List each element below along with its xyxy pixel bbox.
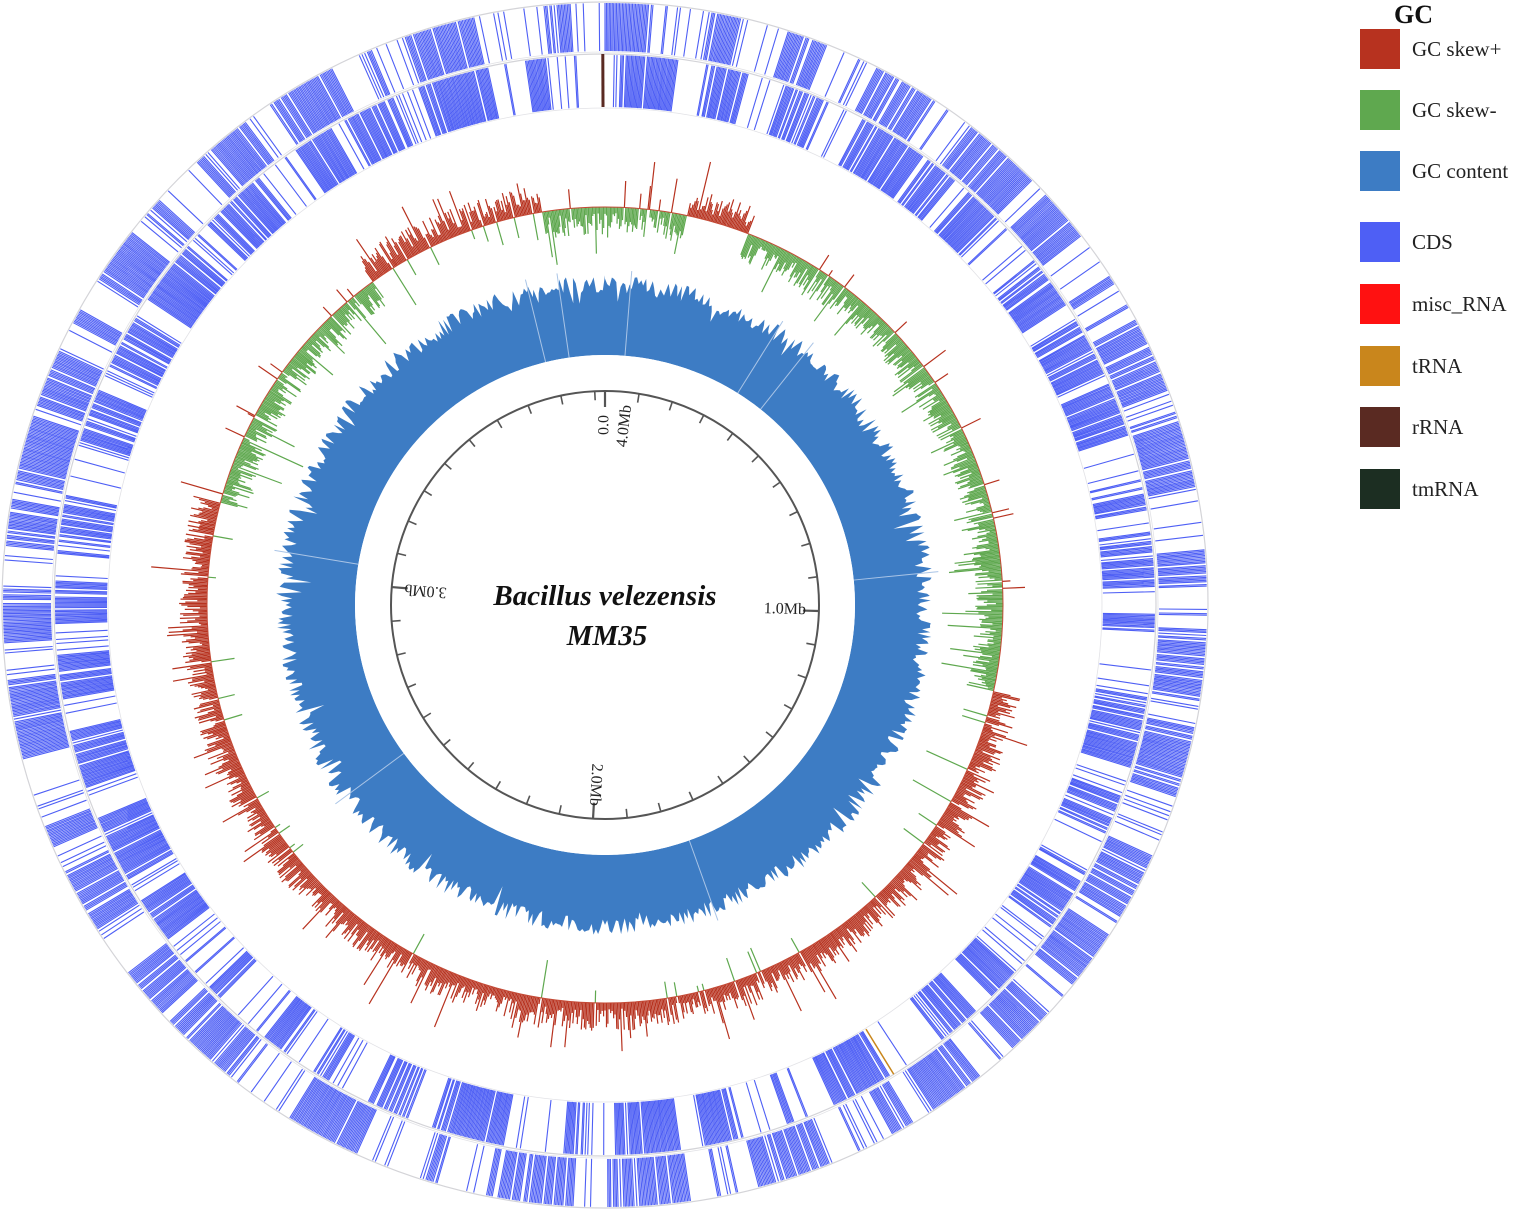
minor-tick [407, 683, 417, 689]
tmrna-swatch [1360, 469, 1400, 509]
gc-content-gap [274, 549, 359, 565]
minor-tick [772, 481, 781, 488]
legend-label: GC skew+ [1412, 36, 1502, 61]
minor-tick [558, 805, 562, 815]
cds-reverse-ring [53, 53, 1157, 1157]
minor-tick [698, 414, 705, 424]
gc-content-gap [556, 273, 570, 358]
gc-content-gap [853, 571, 939, 581]
cds-swatch [1360, 222, 1400, 262]
minor-tick [525, 795, 531, 805]
minor-tick [468, 439, 476, 448]
minor-tick [751, 455, 759, 463]
legend-item-gc-skew-plus: GC skew+ [1360, 29, 1501, 69]
minor-tick [636, 393, 640, 403]
gc-content-gap [335, 752, 405, 805]
cds-features [2, 2, 1208, 1208]
ring-border [51, 51, 1159, 1159]
strain-name: MM35 [566, 620, 648, 652]
trna-marker [865, 1028, 895, 1075]
scale-label-4: 4.0Mb [613, 404, 635, 448]
gc-content-swatch [1360, 151, 1400, 191]
gc-skew-baseline [206, 206, 1004, 1004]
legend-item-trna: tRNA [1360, 346, 1462, 386]
minor-tick [783, 703, 793, 710]
minor-tick [527, 405, 533, 414]
scale-label-1: 1.0Mb [764, 600, 807, 618]
rrna-swatch [1360, 407, 1400, 447]
cds-forward-ring [1, 1, 1209, 1209]
minor-tick [688, 791, 694, 801]
legend-label: GC skew- [1412, 97, 1497, 122]
legend-title: GC [1394, 0, 1433, 29]
major-tick [391, 585, 408, 590]
minor-tick [397, 552, 407, 557]
legend-item-rrna: rRNA [1360, 407, 1463, 447]
gc-content-gap [760, 342, 814, 410]
legend-item-gc-content: GC content [1360, 151, 1508, 191]
minor-tick [789, 510, 798, 517]
gc-content-track [274, 271, 939, 935]
minor-tick [467, 761, 475, 770]
minor-tick [496, 419, 503, 429]
minor-tick [726, 432, 734, 441]
gc-content-gap [737, 320, 784, 394]
legend-label: misc_RNA [1412, 291, 1507, 316]
minor-tick [422, 712, 432, 719]
minor-tick [808, 576, 818, 579]
ring-border [1, 1, 1209, 1209]
trna-swatch [1360, 346, 1400, 386]
cds-features [54, 55, 1155, 1156]
ring-border [107, 107, 1103, 1103]
gc-content-gap [524, 279, 547, 363]
gc-content-gap [688, 840, 719, 921]
ring-border [53, 53, 1157, 1157]
minor-tick [668, 401, 674, 411]
misc-rna-swatch [1360, 284, 1400, 324]
minor-tick [495, 780, 502, 790]
gc-skew-plus-swatch [1360, 29, 1400, 69]
gc-skew-positive [151, 161, 1028, 1052]
major-tick [591, 802, 596, 819]
scale-label-2: 2.0Mb [586, 763, 605, 806]
minor-tick [442, 738, 451, 746]
gc-skew-minus-swatch [1360, 90, 1400, 130]
organism-name: Bacillus velezensis [492, 580, 716, 612]
minor-tick [801, 542, 811, 547]
minor-tick [391, 619, 401, 623]
minor-tick [765, 731, 774, 739]
gc-skew-track [151, 161, 1028, 1052]
legend: GC GC skew+ GC skew- GC content CDS misc… [1360, 0, 1535, 509]
minor-tick [407, 520, 417, 526]
minor-tick [625, 808, 628, 818]
minor-tick [657, 802, 662, 812]
legend-label: CDS [1412, 229, 1453, 254]
minor-tick [560, 395, 564, 405]
minor-tick [717, 775, 724, 785]
legend-label: tmRNA [1412, 476, 1479, 501]
legend-label: rRNA [1412, 414, 1464, 439]
minor-tick [806, 642, 816, 646]
minor-tick [444, 462, 452, 470]
gc-skew-negative [207, 206, 1004, 1003]
gc-content-gap [624, 271, 633, 356]
legend-label: tRNA [1412, 353, 1463, 378]
minor-tick [423, 490, 433, 497]
minor-tick [797, 674, 807, 679]
legend-label: GC content [1412, 158, 1509, 183]
legend-item-gc-skew-minus: GC skew- [1360, 90, 1497, 130]
legend-item-cds: CDS [1360, 222, 1453, 262]
scale-label-3: 3.0Mb [404, 580, 448, 600]
inner-hole [355, 355, 855, 855]
minor-tick [743, 755, 751, 764]
legend-item-tmrna: tmRNA [1360, 469, 1479, 509]
legend-item-misc-rna: misc_RNA [1360, 284, 1507, 324]
scale-label-0: 0.0 [596, 415, 613, 435]
genome-scale-ring: 0.0 1.0Mb 2.0Mb 3.0Mb 4.0Mb [390, 390, 820, 820]
minor-tick [396, 652, 406, 656]
